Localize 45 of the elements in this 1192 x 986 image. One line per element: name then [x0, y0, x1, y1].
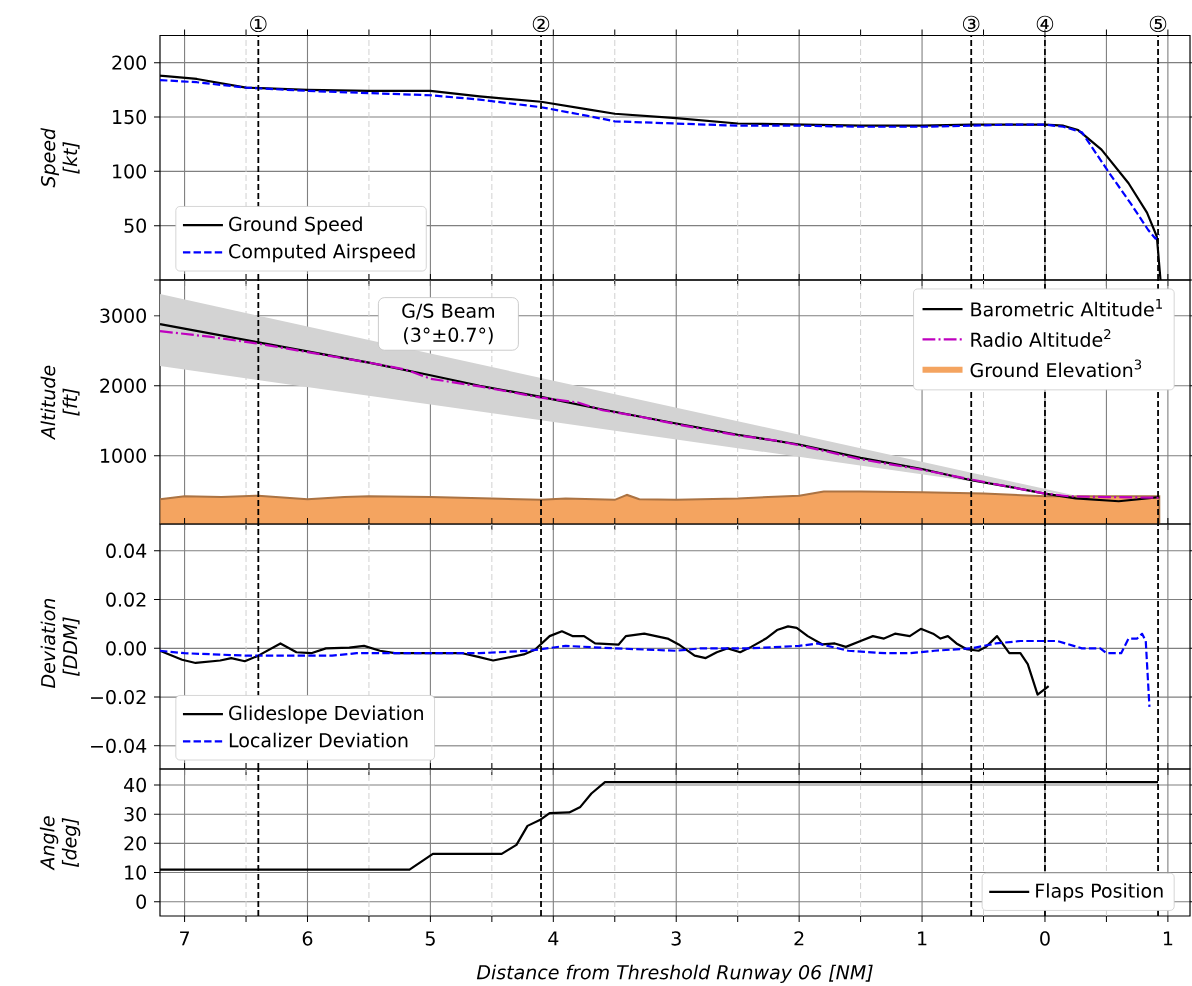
- ref-line-label: ②: [532, 15, 550, 33]
- y-tick-label: 100: [113, 164, 146, 179]
- y-tick-label: −0.04: [91, 738, 147, 754]
- y-tick-label: −0.02: [91, 689, 146, 705]
- y-tick-label: 0: [136, 894, 146, 909]
- y-tick-label: 2000: [100, 378, 146, 393]
- x-tick-label: 1: [1163, 931, 1173, 946]
- y-tick-label: 50: [124, 218, 146, 233]
- y-axis-title: Altitude [ft]: [40, 365, 80, 441]
- legend-label: Ground Elevation$^{3}$: [970, 359, 1142, 378]
- annotation: G/S Beam (3°±0.7°): [402, 303, 494, 345]
- legend-label: Ground Speed: [229, 216, 362, 235]
- y-tick-label: 200: [112, 55, 146, 70]
- ref-line-label: ⑤: [1149, 15, 1167, 33]
- y-tick-label: 0.02: [106, 592, 146, 607]
- y-axis-title: Deviation [DDM]: [40, 598, 80, 688]
- x-tick-label: 6: [302, 931, 313, 946]
- y-tick-label: 20: [124, 836, 146, 851]
- y-tick-label: 10: [125, 865, 146, 880]
- x-tick-label: 7: [180, 931, 190, 946]
- legend-label: Flaps Position: [1036, 883, 1163, 902]
- y-axis-title: Speed [kt]: [40, 127, 80, 188]
- ref-line-label: ④: [1036, 15, 1054, 33]
- ref-line-label: ①: [250, 15, 267, 33]
- legend-label: Glideslope Deviation: [229, 705, 423, 724]
- x-axis-title: Distance from Threshold Runway 06 [NM]: [476, 964, 873, 984]
- x-tick-label: 3: [671, 931, 681, 946]
- y-tick-label: 0.04: [106, 543, 147, 559]
- x-tick-label: 4: [548, 931, 559, 946]
- x-tick-label: 5: [425, 931, 435, 946]
- y-axis-title: Angle [deg]: [39, 816, 81, 871]
- legend-label: Barometric Altitude$^{1}$: [971, 298, 1162, 317]
- legend-label: Computed Airspeed: [229, 243, 415, 263]
- ref-line-label: ③: [962, 15, 980, 33]
- y-tick-label: 40: [124, 777, 146, 793]
- x-tick-label: 2: [794, 931, 804, 946]
- y-tick-label: 3000: [100, 308, 146, 323]
- legend-label: Radio Altitude$^{2}$: [971, 329, 1111, 347]
- x-tick-label: 1: [918, 931, 927, 946]
- legend-label: Localizer Deviation: [229, 732, 408, 748]
- y-tick-label: 1000: [101, 448, 146, 463]
- y-tick-label: 0.00: [106, 641, 146, 656]
- y-tick-label: 30: [124, 807, 146, 822]
- x-tick-label: 0: [1040, 931, 1050, 946]
- y-tick-label: 150: [113, 109, 146, 125]
